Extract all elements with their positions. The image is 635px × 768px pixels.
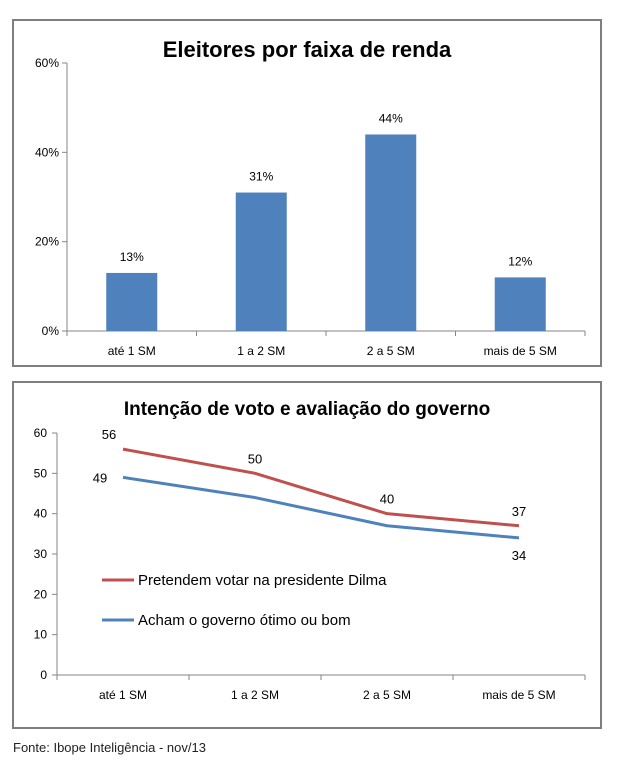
y-tick-label: 60% (35, 56, 59, 70)
y-tick-label: 20% (35, 235, 59, 249)
y-tick-label: 50 (34, 466, 48, 480)
x-tick-label: até 1 SM (108, 344, 156, 358)
bar-value-label: 31% (249, 170, 273, 184)
y-tick-label: 0 (40, 668, 47, 682)
line-chart-plot: 0 10 20 30 40 50 60 até 1 SM 1 a 2 SM 2 a 5 SM mai… (34, 426, 586, 702)
bar-chart-plot: 0% 20% 40% 60% 13% até 1 SM 31% 1 a 2 SM 44% 2 a … (35, 56, 586, 358)
y-tick-label: 20 (34, 587, 48, 601)
data-label-dilma: 37 (512, 504, 526, 519)
bar-chart-title: Eleitores por faixa de renda (162, 37, 452, 62)
legend-label: Pretendem votar na presidente Dilma (138, 572, 387, 589)
x-tick-label: 2 a 5 SM (363, 688, 411, 702)
bar (365, 134, 417, 331)
y-tick-label: 30 (34, 547, 48, 561)
y-tick-label: 0% (42, 324, 60, 338)
data-label-dilma: 50 (248, 451, 262, 466)
bar-chart-panel: Eleitores por faixa de renda 0% 20% 40% 60%… (12, 19, 602, 367)
bar (235, 192, 287, 331)
source-caption: Fonte: Ibope Inteligência - nov/13 (13, 740, 206, 755)
y-tick-label: 10 (34, 628, 48, 642)
line-chart-panel: Intenção de voto e avaliação do governo … (12, 381, 602, 729)
bar (106, 272, 158, 331)
y-tick-label: 60 (34, 426, 48, 440)
x-tick-label: até 1 SM (99, 688, 147, 702)
x-tick-label: 1 a 2 SM (231, 688, 279, 702)
data-label-dilma: 56 (102, 427, 116, 442)
data-label-dilma: 40 (380, 492, 394, 507)
x-tick-label: 2 a 5 SM (367, 344, 415, 358)
y-tick-label: 40% (35, 145, 59, 159)
bar-value-label: 13% (120, 250, 144, 264)
bar (494, 277, 546, 331)
legend-label: Acham o governo ótimo ou bom (138, 612, 351, 629)
x-tick-label: mais de 5 SM (482, 688, 555, 702)
x-tick-label: mais de 5 SM (484, 344, 557, 358)
line-chart-title: Intenção de voto e avaliação do governo (123, 399, 491, 420)
x-tick-label: 1 a 2 SM (237, 344, 285, 358)
data-label-avaliacao: 34 (512, 548, 526, 563)
series-line-dilma (122, 447, 520, 528)
series-line-avaliacao (122, 475, 520, 540)
y-tick-label: 40 (34, 507, 48, 521)
data-label-avaliacao: 49 (93, 470, 107, 485)
bar-value-label: 44% (379, 111, 403, 125)
bar-value-label: 12% (508, 254, 532, 268)
